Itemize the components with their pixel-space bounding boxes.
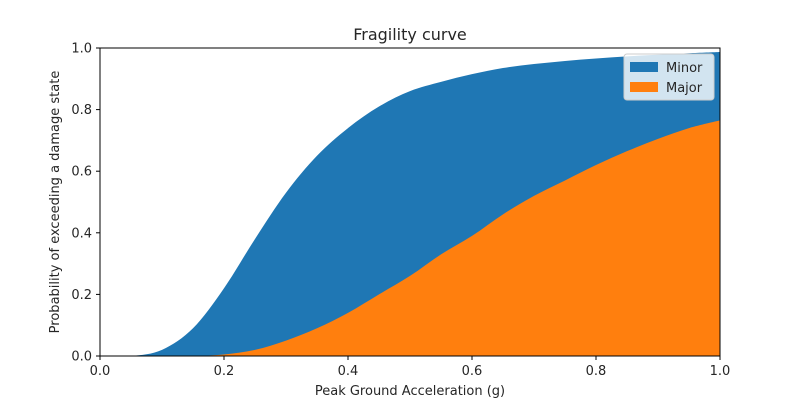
y-axis-title: Probability of exceeding a damage state [48,71,63,334]
y-tick-label: 0.8 [71,103,92,118]
chart-title: Fragility curve [353,25,467,44]
x-axis-title: Peak Ground Acceleration (g) [315,384,505,399]
area-layer [100,52,720,356]
y-tick-label: 0.2 [71,288,92,303]
x-tick-label: 0.2 [214,364,235,379]
x-tick-label: 0.8 [586,364,607,379]
x-tick-label: 1.0 [710,364,731,379]
plot-area [99,47,721,357]
y-tick-label: 0.6 [71,165,92,180]
legend-label-major: Major [666,81,703,96]
x-tick-label: 0.6 [462,364,483,379]
x-tick-label: 0.4 [338,364,359,379]
y-axis: 0.0 0.2 0.4 0.6 0.8 1.0 [71,42,100,365]
y-tick-label: 0.0 [71,350,92,365]
axes-frame [99,47,721,357]
y-tick-label: 1.0 [71,42,92,57]
area-series-major [100,120,720,356]
legend-swatch-major [630,82,658,92]
x-axis: 0.0 0.2 0.4 0.6 0.8 1.0 [90,356,731,379]
legend-swatch-minor [630,62,658,72]
legend: Minor Major [623,53,715,101]
y-tick-label: 0.4 [71,226,92,241]
x-tick-label: 0.0 [90,364,111,379]
legend-label-minor: Minor [666,61,703,76]
